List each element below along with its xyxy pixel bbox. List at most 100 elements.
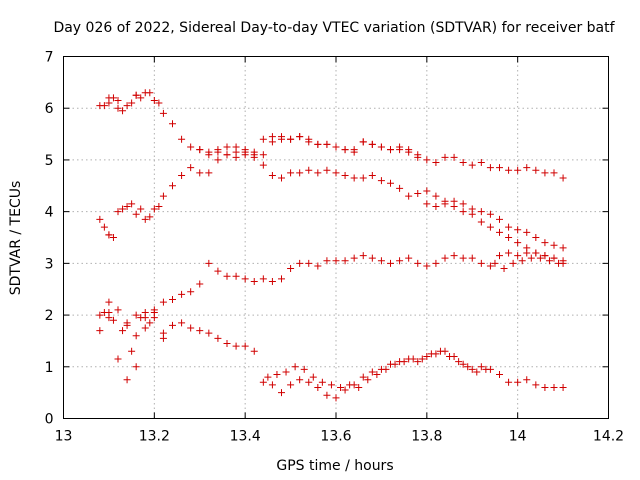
data-point: [119, 327, 127, 335]
data-point: [150, 96, 158, 104]
data-point: [146, 89, 154, 97]
data-point: [150, 205, 158, 213]
data-point: [132, 363, 140, 371]
y-tick-label: 6: [45, 101, 54, 117]
data-point: [459, 208, 467, 216]
data-point: [241, 151, 249, 159]
data-point: [123, 376, 131, 384]
data-point: [259, 151, 267, 159]
data-point: [523, 249, 531, 257]
data-point: [318, 378, 326, 386]
data-point: [450, 153, 458, 161]
series-track-9: [100, 308, 167, 355]
data-point: [387, 146, 394, 154]
data-point: [359, 174, 367, 182]
data-point: [350, 148, 358, 156]
data-point: [355, 383, 363, 391]
data-point: [259, 275, 267, 283]
data-point: [96, 215, 104, 223]
data-point: [287, 169, 295, 177]
data-points: [96, 89, 567, 402]
data-point: [109, 94, 117, 102]
data-point: [505, 234, 513, 241]
data-point: [100, 223, 108, 231]
data-point: [105, 308, 113, 316]
grid: [63, 56, 609, 419]
data-point: [436, 347, 444, 355]
data-point: [114, 306, 122, 314]
data-point: [232, 342, 240, 350]
data-point: [550, 254, 558, 262]
data-point: [305, 166, 313, 174]
series-track-8: [100, 200, 163, 241]
data-point: [332, 169, 340, 177]
data-point: [155, 202, 163, 210]
data-point: [468, 205, 476, 213]
data-point: [396, 257, 404, 265]
data-point: [423, 262, 431, 270]
data-point: [455, 358, 463, 366]
data-point: [450, 252, 458, 260]
data-point: [432, 202, 440, 210]
data-point: [559, 383, 567, 391]
data-point: [137, 205, 145, 213]
data-point: [205, 329, 213, 337]
data-point: [296, 376, 304, 384]
data-point: [114, 96, 122, 104]
data-point: [250, 347, 258, 355]
y-tick-label: 4: [45, 205, 54, 221]
data-point: [187, 324, 195, 332]
data-point: [505, 223, 513, 231]
data-point: [450, 197, 458, 205]
data-point: [296, 259, 304, 267]
data-point: [473, 368, 481, 376]
data-point: [305, 378, 313, 386]
data-point: [141, 324, 149, 332]
data-point: [268, 171, 276, 179]
data-point: [382, 365, 390, 373]
data-point: [332, 143, 340, 151]
data-point: [323, 140, 331, 148]
data-point: [114, 208, 122, 216]
data-point: [409, 355, 417, 363]
data-point: [332, 394, 340, 402]
series-track-7: [100, 89, 163, 115]
data-point: [368, 140, 376, 148]
data-point: [169, 296, 176, 304]
data-point: [405, 254, 413, 262]
data-point: [350, 174, 358, 182]
data-point: [105, 298, 113, 306]
data-point: [400, 358, 408, 366]
data-point: [545, 257, 553, 265]
data-point: [405, 146, 413, 154]
data-point: [464, 363, 472, 371]
data-point: [514, 239, 522, 247]
data-point: [323, 166, 331, 174]
data-point: [178, 135, 186, 143]
data-point: [514, 226, 522, 234]
data-point: [287, 381, 295, 389]
data-point: [523, 164, 531, 172]
data-point: [505, 249, 513, 257]
data-point: [377, 257, 385, 265]
data-point: [468, 254, 476, 262]
data-point: [214, 156, 222, 164]
data-point: [387, 259, 394, 267]
series-track-1: [96, 89, 567, 265]
data-point: [459, 200, 467, 208]
data-point: [327, 381, 335, 389]
data-point: [423, 200, 431, 208]
data-point: [496, 371, 503, 379]
data-point: [486, 262, 494, 270]
data-point: [359, 373, 367, 381]
data-point: [323, 257, 331, 265]
data-point: [159, 298, 167, 306]
data-point: [486, 210, 494, 218]
data-point: [459, 360, 467, 368]
data-point: [391, 360, 399, 368]
data-point: [477, 259, 485, 267]
data-point: [550, 241, 558, 249]
data-point: [414, 151, 422, 159]
data-point: [441, 200, 449, 208]
data-point: [377, 177, 385, 185]
